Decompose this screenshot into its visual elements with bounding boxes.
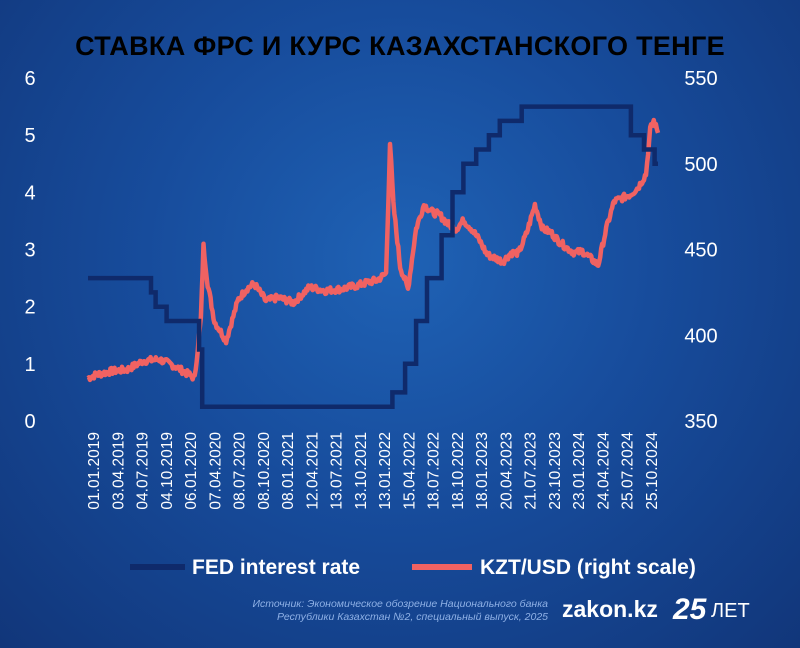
x-tick-label: 15.04.2022 — [401, 432, 418, 510]
x-tick-label: 03.04.2019 — [110, 432, 127, 510]
y-left-tick-label: 0 — [24, 411, 35, 433]
source-line-2: Республики Казахстан №2, специальный вып… — [277, 611, 548, 623]
y-right-tick-label: 350 — [684, 411, 717, 433]
x-tick-label: 07.04.2020 — [207, 432, 224, 510]
legend-label-kzt: KZT/USD (right scale) — [480, 556, 696, 579]
source-note: Источник: Экономическое обозрение Национ… — [252, 598, 548, 623]
y-right-tick-label: 400 — [684, 325, 717, 347]
x-tick-label: 25.07.2024 — [620, 432, 637, 510]
x-tick-label: 08.07.2020 — [232, 432, 249, 510]
y-axis-right: 350 400 450 500 550 — [684, 68, 717, 433]
y-right-tick-label: 500 — [684, 154, 717, 176]
brand-name: zakon.kz — [562, 596, 658, 622]
x-tick-label: 23.01.2024 — [571, 432, 588, 510]
source-line-1: Источник: Экономическое обозрение Национ… — [252, 598, 548, 610]
x-tick-label: 18.07.2022 — [426, 432, 443, 510]
brand-number: 25 — [672, 593, 708, 626]
y-right-tick-label: 550 — [684, 68, 717, 90]
y-left-tick-label: 1 — [24, 354, 35, 376]
y-left-tick-label: 6 — [24, 68, 35, 90]
x-tick-label: 21.07.2023 — [523, 432, 540, 510]
x-tick-label: 04.10.2019 — [159, 432, 176, 510]
y-axis-left: 0 1 2 3 4 5 6 — [24, 68, 35, 433]
x-tick-label: 12.04.2021 — [304, 432, 321, 510]
chart-title: СТАВКА ФРС И КУРС КАЗАХСТАНСКОГО ТЕНГЕ — [75, 31, 725, 61]
y-left-tick-label: 4 — [24, 182, 35, 204]
x-tick-label: 13.07.2021 — [329, 432, 346, 510]
legend: FED interest rate KZT/USD (right scale) — [130, 556, 696, 579]
x-tick-label: 01.01.2019 — [86, 432, 103, 510]
x-tick-label: 13.01.2022 — [377, 432, 394, 510]
y-left-tick-label: 5 — [24, 125, 35, 147]
x-tick-label: 20.04.2023 — [498, 432, 515, 510]
x-tick-label: 06.01.2020 — [183, 432, 200, 510]
x-tick-label: 08.01.2021 — [280, 432, 297, 510]
x-axis: 01.01.2019 03.04.2019 04.07.2019 04.10.2019… — [86, 432, 661, 510]
y-right-tick-label: 450 — [684, 240, 717, 262]
series-line-kzt-usd — [86, 117, 661, 383]
y-left-tick-label: 2 — [24, 297, 35, 319]
y-left-tick-label: 3 — [24, 240, 35, 262]
brand-suffix: ЛЕТ — [711, 600, 750, 622]
x-tick-label: 18.01.2023 — [474, 432, 491, 510]
legend-label-fed: FED interest rate — [192, 556, 360, 579]
x-tick-label: 13.10.2021 — [353, 432, 370, 510]
x-tick-label: 08.10.2020 — [256, 432, 273, 510]
x-tick-label: 04.07.2019 — [135, 432, 152, 510]
x-tick-label: 18.10.2022 — [450, 432, 467, 510]
series-line-fed-rate — [88, 104, 658, 409]
x-tick-label: 24.04.2024 — [595, 432, 612, 510]
x-tick-label: 25.10.2024 — [644, 432, 661, 510]
x-tick-label: 23.10.2023 — [547, 432, 564, 510]
brand-logo: zakon.kz 25 ЛЕТ — [562, 593, 750, 626]
